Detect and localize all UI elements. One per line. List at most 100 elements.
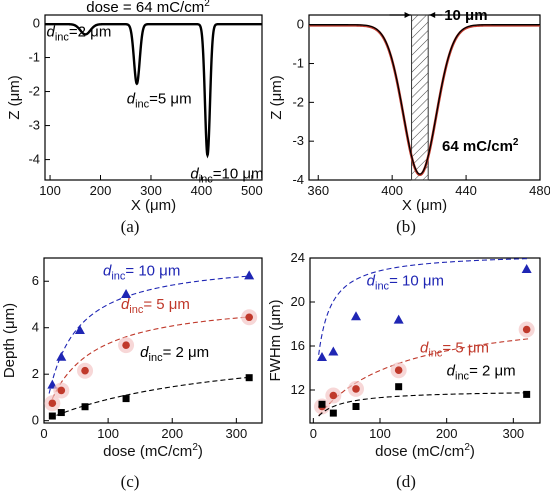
- x-tick-label-a-1: 200: [90, 183, 112, 198]
- x-tick-label-b-3: 480: [529, 183, 550, 198]
- x-tick-label-b-1: 400: [381, 183, 403, 198]
- series-label-c-0: dinc= 10 μm: [103, 262, 180, 282]
- fit-curve-d-0: [318, 258, 530, 355]
- data-point-c-0-1: [56, 351, 67, 361]
- caption-c: (c): [121, 472, 140, 491]
- y-tick-label-c-3: 6: [32, 273, 39, 288]
- data-point-c-1-3: [122, 341, 130, 349]
- data-point-c-1-2: [81, 366, 89, 375]
- data-point-c-0-2: [74, 325, 85, 335]
- y-tick-label-a-3: -3: [28, 118, 40, 133]
- fit-curve-c-0: [48, 275, 252, 394]
- y-axis-label-b: Z (μm): [268, 75, 285, 119]
- dose-label-b: 64 mC/cm2: [442, 137, 519, 155]
- data-point-c-0-3: [121, 289, 132, 299]
- data-point-c-1-0: [48, 399, 57, 408]
- fit-curve-d-1: [318, 338, 530, 417]
- width-arrowhead-left-b: [404, 12, 411, 18]
- chart-title-a: dose = 64 mC/cm2: [86, 0, 210, 16]
- data-point-d-0-1: [328, 346, 339, 356]
- y-tick-label-d-2: 20: [291, 294, 305, 309]
- series-label-d-1: dinc= 5 μm: [420, 340, 489, 360]
- y-axis-label-d: FWHm (μm): [267, 300, 284, 382]
- y-tick-label-b-1: -1: [292, 56, 304, 71]
- y-tick-label-a-4: -4: [28, 152, 40, 167]
- data-point-d-1-2: [352, 385, 360, 393]
- y-tick-label-d-0: 12: [291, 382, 305, 397]
- x-axis-label-c: dose (mC/cm2): [103, 442, 203, 460]
- x-tick-label-c-1: 100: [97, 426, 119, 441]
- plot-frame-c: [43, 257, 263, 424]
- width-arrowhead-right-b: [429, 12, 436, 18]
- annotation-a-0: dinc=2 μm: [47, 23, 112, 43]
- data-point-d-2-4: [523, 390, 531, 398]
- caption-b: (b): [396, 217, 416, 236]
- x-tick-label-b-2: 440: [455, 183, 477, 198]
- chart-panel-b: 360 400 440 480 0 -1 -2 -3 -4 X (μm) Z (μm) 10 μm 64…: [268, 7, 550, 214]
- x-tick-label-b-0: 360: [307, 183, 329, 198]
- data-point-d-0-0: [317, 352, 327, 361]
- chart-panel-d: 0 100 200 300 12 16 20 24 dose (mC/cm2) FWHm (μm)…: [267, 250, 541, 460]
- data-point-d-1-4: [522, 325, 531, 334]
- x-axis-label-d: dose (mC/cm2): [375, 442, 475, 460]
- x-tick-label-d-3: 300: [502, 426, 524, 441]
- series-label-d-2: dinc= 2 μm: [447, 363, 516, 383]
- fit-curve-c-2: [48, 376, 252, 419]
- caption-d: (d): [396, 472, 416, 491]
- annotation-a-2: dinc=10 μm: [190, 165, 263, 185]
- x-tick-label-a-3: 400: [191, 183, 213, 198]
- fit-curve-c-1: [48, 316, 252, 407]
- caption-a: (a): [121, 217, 140, 236]
- y-tick-label-a-0: 0: [33, 16, 40, 31]
- data-point-d-2-3: [395, 383, 403, 391]
- series-label-d-0: dinc= 10 μm: [367, 273, 444, 293]
- y-tick-label-b-2: -2: [292, 94, 304, 109]
- fit-curve-d-2: [318, 392, 530, 417]
- x-tick-label-c-2: 200: [161, 426, 183, 441]
- profile-line-a: [45, 22, 262, 159]
- x-axis-label-b: X (μm): [402, 197, 447, 214]
- data-point-d-2-2: [352, 403, 360, 410]
- profile-line-b: [309, 24, 540, 175]
- data-point-d-1-3: [394, 366, 403, 375]
- annotation-a-1: dinc=5 μm: [127, 90, 192, 110]
- plot-frame-d: [309, 257, 541, 424]
- y-tick-label-b-0: 0: [297, 17, 304, 32]
- x-tick-label-d-2: 200: [436, 426, 458, 441]
- plot-frame-a: [44, 14, 263, 181]
- chart-panel-c: 0 100 200 300 0 2 4 6 dose (mC/cm2) Depth (μm) din…: [1, 257, 263, 460]
- y-tick-label-a-1: -1: [28, 50, 40, 65]
- data-point-d-0-3: [393, 314, 404, 324]
- data-point-c-2-1: [57, 409, 65, 417]
- x-tick-label-d-1: 100: [369, 426, 391, 441]
- data-point-c-2-0: [48, 412, 56, 420]
- width-label-b: 10 μm: [444, 7, 487, 24]
- data-point-c-1-4: [245, 313, 253, 322]
- data-point-c-2-2: [81, 403, 89, 411]
- y-tick-label-c-0: 0: [32, 413, 39, 428]
- y-axis-label-c: Depth (μm): [1, 303, 18, 378]
- data-point-d-0-4: [521, 264, 532, 273]
- chart-panel-a: 100 200 300 400 500 0 -1 -2 -3 -4 X (μm) Z (μm) dose…: [6, 0, 263, 214]
- data-point-d-2-1: [329, 409, 337, 417]
- hatched-region-b: [411, 14, 429, 181]
- y-tick-label-b-4: -4: [292, 172, 304, 187]
- x-tick-label-a-4: 500: [241, 183, 263, 198]
- data-point-d-0-2: [351, 311, 361, 321]
- y-axis-label-a: Z (μm): [6, 75, 23, 119]
- data-point-d-2-0: [318, 400, 326, 408]
- x-axis-label-a: X (μm): [131, 197, 176, 214]
- x-tick-label-c-0: 0: [40, 426, 47, 441]
- data-point-c-1-1: [57, 386, 66, 395]
- data-point-c-2-4: [245, 374, 253, 382]
- series-label-c-2: dinc= 2 μm: [140, 344, 209, 364]
- y-tick-label-b-3: -3: [292, 133, 304, 148]
- x-tick-label-a-2: 300: [140, 183, 162, 198]
- data-point-c-2-3: [122, 395, 130, 403]
- data-point-d-1-1: [329, 391, 338, 400]
- y-tick-label-c-2: 4: [32, 320, 39, 335]
- data-point-c-0-4: [244, 270, 255, 280]
- x-tick-label-c-3: 300: [226, 426, 248, 441]
- series-label-c-1: dinc= 5 μm: [121, 296, 190, 316]
